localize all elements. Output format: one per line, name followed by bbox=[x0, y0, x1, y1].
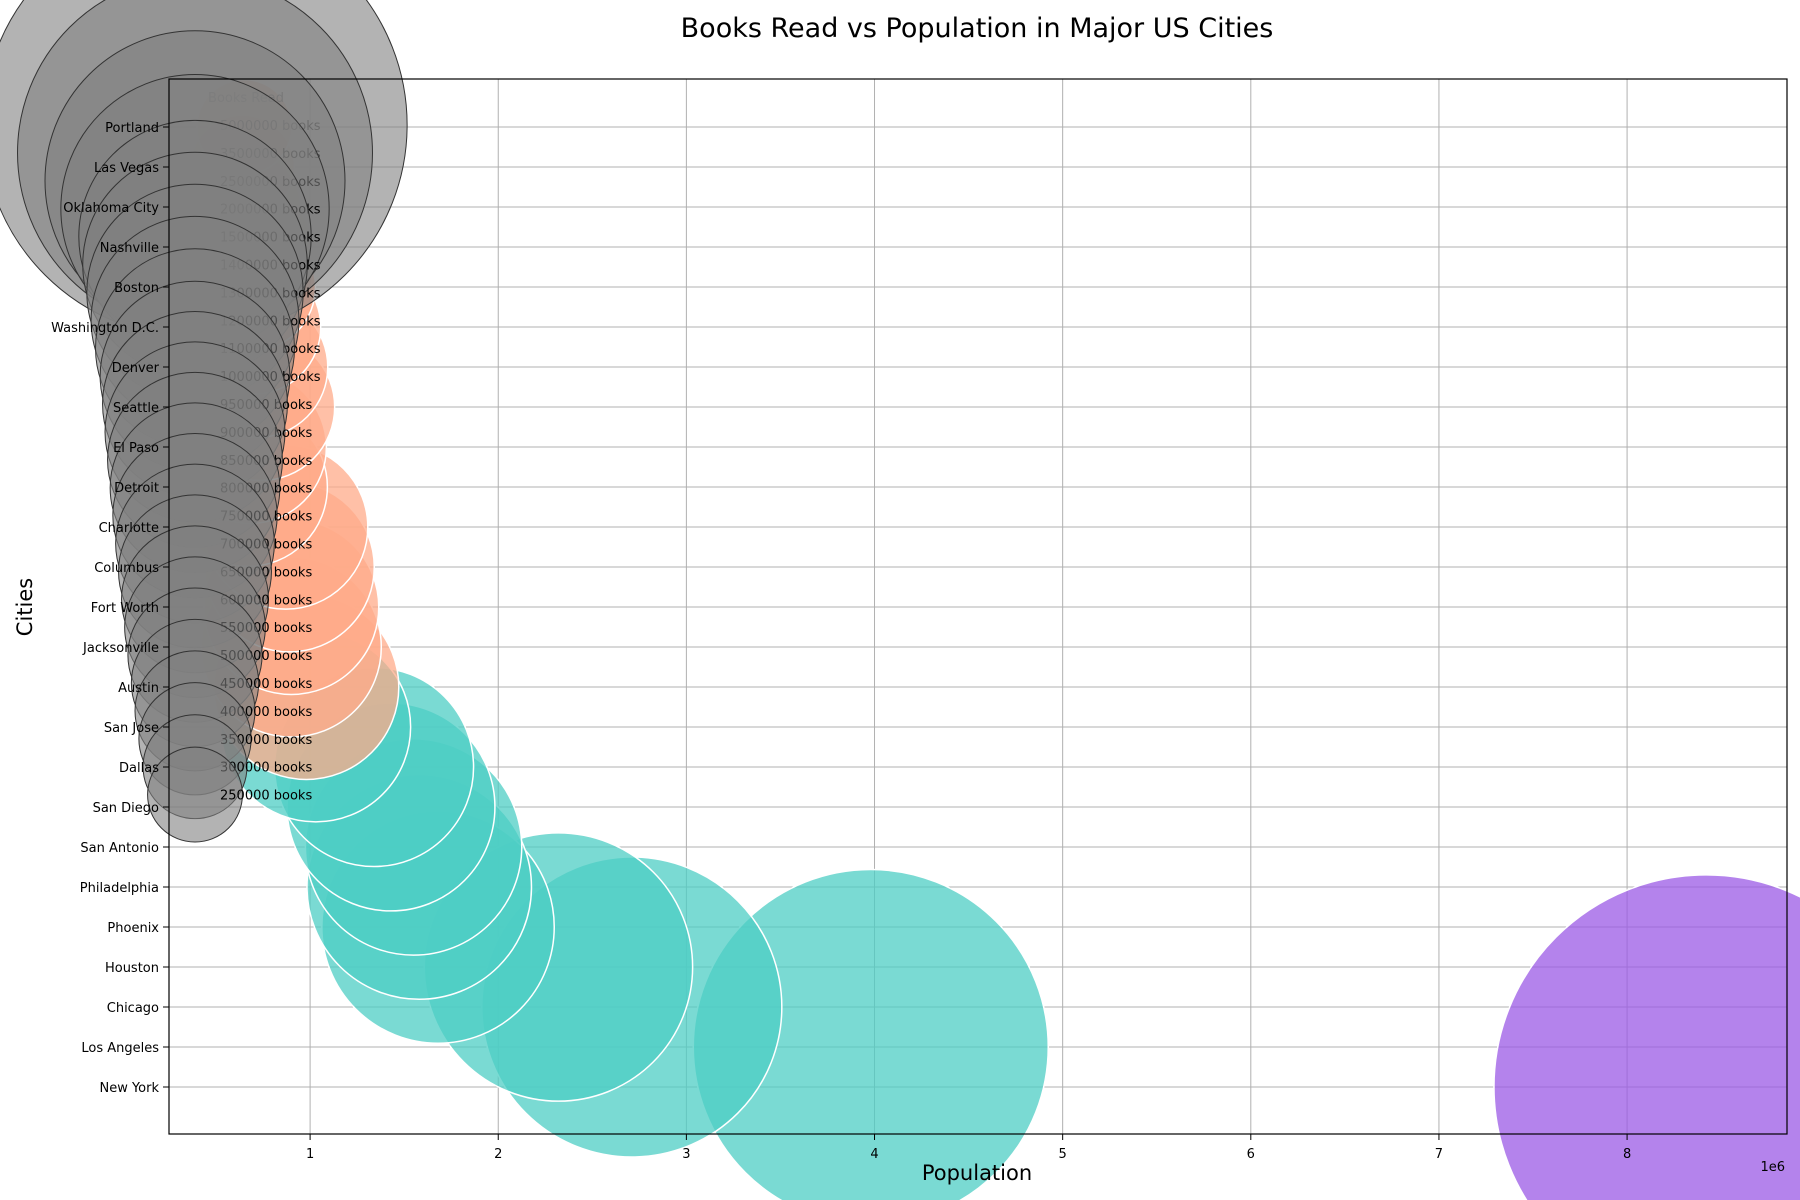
y-tick-label-chicago: Chicago bbox=[107, 1001, 159, 1016]
y-axis-ticks: New York Los Angeles Chicago Houston Phoenix… bbox=[51, 121, 169, 1096]
y-tick-label-fort-worth: Fort Worth bbox=[91, 601, 159, 616]
x-tick-label: 2 bbox=[494, 1147, 502, 1162]
y-tick-label-columbus: Columbus bbox=[94, 561, 159, 576]
legend-label: 350000 books bbox=[220, 733, 312, 748]
x-tick-label: 3 bbox=[682, 1147, 690, 1162]
y-tick-label-nashville: Nashville bbox=[100, 241, 159, 256]
y-tick-label-san-jose: San Jose bbox=[104, 721, 159, 736]
y-tick-label-charlotte: Charlotte bbox=[99, 521, 159, 536]
x-tick-label: 1 bbox=[306, 1147, 314, 1162]
y-tick-label-washington-d-c: Washington D.C. bbox=[51, 321, 159, 336]
y-tick-label-philadelphia: Philadelphia bbox=[80, 881, 159, 896]
legend-label: 300000 books bbox=[220, 761, 312, 776]
y-tick-label-jacksonville: Jacksonville bbox=[82, 641, 159, 656]
x-tick-label: 7 bbox=[1435, 1147, 1443, 1162]
y-tick-label-denver: Denver bbox=[112, 361, 160, 376]
y-tick-label-detroit: Detroit bbox=[114, 481, 159, 496]
y-tick-label-new-york: New York bbox=[99, 1081, 159, 1096]
y-axis-title: Cities bbox=[13, 578, 37, 636]
bubble-new-york bbox=[1493, 874, 1800, 1200]
x-axis-title: Population bbox=[922, 1161, 1032, 1185]
y-tick-label-portland: Portland bbox=[105, 121, 159, 136]
y-tick-label-dallas: Dallas bbox=[119, 761, 159, 776]
y-tick-label-los-angeles: Los Angeles bbox=[81, 1041, 159, 1056]
y-tick-label-phoenix: Phoenix bbox=[107, 921, 159, 936]
y-tick-label-san-diego: San Diego bbox=[93, 801, 159, 816]
y-tick-label-oklahoma-city: Oklahoma City bbox=[63, 201, 159, 216]
x-tick-label: 5 bbox=[1059, 1147, 1067, 1162]
y-tick-label-san-antonio: San Antonio bbox=[80, 841, 159, 856]
y-tick-label-austin: Austin bbox=[118, 681, 159, 696]
legend-bubble bbox=[147, 746, 243, 843]
x-tick-label: 6 bbox=[1247, 1147, 1255, 1162]
x-tick-label: 8 bbox=[1623, 1147, 1631, 1162]
y-tick-label-boston: Boston bbox=[114, 281, 159, 296]
legend: Books Read5000000 books3500000 books2500… bbox=[0, 0, 408, 843]
legend-label: 250000 books bbox=[220, 789, 312, 804]
y-tick-label-las-vegas: Las Vegas bbox=[94, 161, 159, 176]
y-tick-label-houston: Houston bbox=[105, 961, 159, 976]
y-tick-label-el-paso: El Paso bbox=[113, 441, 159, 456]
x-tick-label: 4 bbox=[870, 1147, 878, 1162]
x-axis-ticks: 1 2 3 4 5 6 7 8 bbox=[306, 1134, 1631, 1162]
y-tick-label-seattle: Seattle bbox=[113, 401, 159, 416]
chart-title: Books Read vs Population in Major US Cit… bbox=[681, 13, 1274, 44]
x-axis-offset-label: 1e6 bbox=[1760, 1160, 1785, 1175]
